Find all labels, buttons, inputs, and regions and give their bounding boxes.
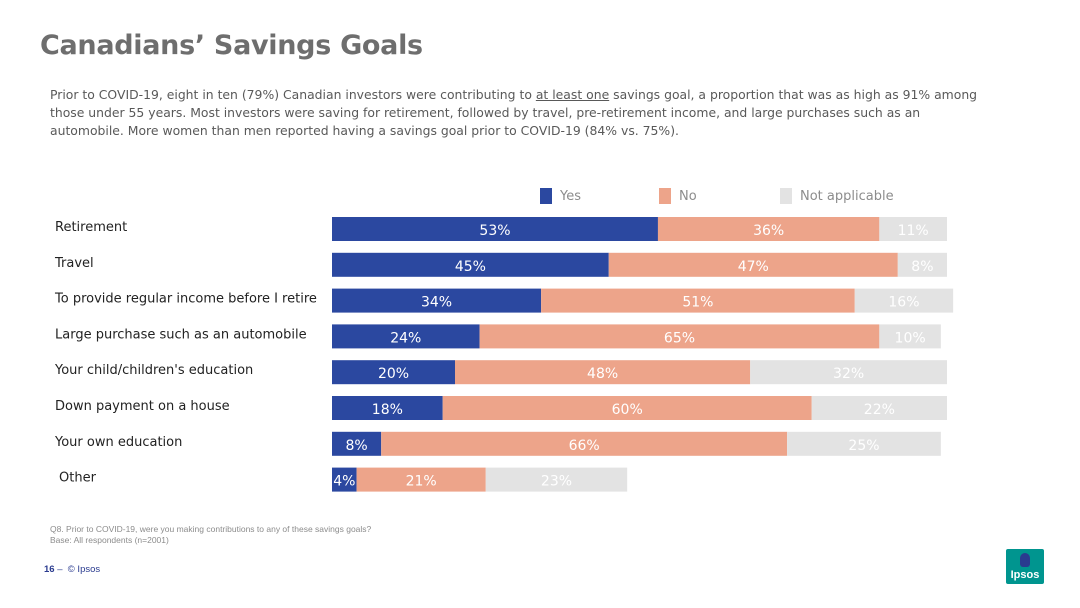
bar-not-applicable-retirement: [879, 217, 947, 241]
footnote-base: Base: All respondents (n=2001): [50, 535, 169, 545]
value-label-no-other: 21%: [406, 474, 437, 490]
page-number: 16: [44, 564, 55, 575]
category-label-to-provide-regular-income-before-i-retire: To provide regular income before I retir…: [54, 292, 317, 307]
value-label-not-applicable-retirement: 11%: [898, 223, 929, 239]
bar-yes-large-purchase-such-as-an-automobile: [332, 324, 480, 349]
category-label-your-own-education: Your own education: [54, 435, 182, 450]
bar-no-down-payment-on-a-house: [442, 396, 812, 420]
logo-mark-icon: [1020, 553, 1030, 567]
bar-no-your-own-education: [381, 431, 788, 456]
value-label-not-applicable-your-child-children-s-education: 32%: [833, 366, 864, 382]
bar-not-applicable-down-payment-on-a-house: [811, 396, 947, 420]
value-label-yes-down-payment-on-a-house: 18%: [372, 402, 403, 418]
legend-label-not-applicable: Not applicable: [800, 188, 894, 204]
legend-item-no: No: [659, 188, 697, 204]
bar-not-applicable-travel: [897, 252, 947, 277]
value-label-yes-other: 4%: [333, 474, 355, 490]
legend-label-no: No: [679, 188, 697, 204]
footer-copyright: © Ipsos: [67, 564, 101, 575]
intro-text-start: Prior to COVID-19, eight in ten (79%) Ca…: [50, 87, 536, 102]
value-label-no-to-provide-regular-income-before-i-retire: 51%: [682, 295, 713, 311]
category-label-other: Other: [59, 471, 97, 486]
value-label-no-your-own-education: 66%: [569, 438, 600, 454]
value-label-yes-travel: 45%: [455, 259, 486, 275]
footer-separator: –: [57, 564, 63, 575]
bar-yes-travel: [332, 252, 609, 277]
bar-not-applicable-other: [485, 467, 628, 492]
bar-no-travel: [608, 252, 898, 277]
bar-yes-other: [332, 467, 357, 492]
legend-label-yes: Yes: [560, 188, 581, 204]
value-label-not-applicable-your-own-education: 25%: [848, 438, 879, 454]
value-label-no-large-purchase-such-as-an-automobile: 65%: [664, 330, 695, 346]
value-label-not-applicable-large-purchase-such-as-an-automobile: 10%: [895, 330, 926, 346]
category-label-large-purchase-such-as-an-automobile: Large purchase such as an automobile: [55, 327, 307, 342]
value-label-not-applicable-to-provide-regular-income-before-i-retire: 16%: [888, 295, 919, 311]
chart-legend: Yes No Not applicable: [0, 188, 1080, 208]
bar-no-retirement: [657, 217, 880, 241]
logo-text: Ipsos: [1010, 569, 1040, 581]
legend-swatch-yes: [540, 188, 552, 204]
bar-not-applicable-your-child-children-s-education: [750, 360, 947, 385]
value-label-no-down-payment-on-a-house: 60%: [612, 402, 643, 418]
value-label-no-travel: 47%: [738, 259, 769, 275]
ipsos-logo: Ipsos: [1006, 549, 1044, 584]
bar-yes-retirement: [332, 217, 658, 241]
intro-paragraph: Prior to COVID-19, eight in ten (79%) Ca…: [50, 86, 980, 140]
bar-no-other: [356, 467, 486, 492]
value-label-yes-your-child-children-s-education: 20%: [378, 366, 409, 382]
legend-item-yes: Yes: [540, 188, 581, 204]
value-label-no-your-child-children-s-education: 48%: [587, 366, 618, 382]
value-label-yes-large-purchase-such-as-an-automobile: 24%: [390, 330, 421, 346]
category-label-retirement: Retirement: [55, 220, 127, 235]
bar-not-applicable-large-purchase-such-as-an-automobile: [879, 324, 941, 349]
legend-swatch-no: [659, 188, 671, 204]
legend-item-not-applicable: Not applicable: [780, 188, 894, 204]
page-title: Canadians’ Savings Goals: [40, 30, 423, 61]
bar-yes-your-own-education: [332, 431, 382, 456]
bar-not-applicable-your-own-education: [787, 431, 941, 456]
bar-no-large-purchase-such-as-an-automobile: [479, 324, 880, 349]
intro-text-end: savings goal, a proportion that was as h…: [50, 87, 978, 138]
bar-no-to-provide-regular-income-before-i-retire: [541, 288, 855, 313]
category-label-travel: Travel: [54, 256, 94, 271]
legend-swatch-not-applicable: [780, 188, 792, 204]
bar-yes-to-provide-regular-income-before-i-retire: [332, 288, 542, 313]
value-label-no-retirement: 36%: [753, 223, 784, 239]
page-footer: 16 – © Ipsos: [44, 564, 100, 575]
footnote: Q8. Prior to COVID-19, were you making c…: [50, 524, 371, 546]
value-label-yes-retirement: 53%: [479, 223, 510, 239]
footnote-question: Q8. Prior to COVID-19, were you making c…: [50, 524, 372, 534]
bar-no-your-child-children-s-education: [455, 360, 751, 385]
value-label-not-applicable-other: 23%: [541, 474, 572, 490]
value-label-yes-to-provide-regular-income-before-i-retire: 34%: [421, 295, 452, 311]
value-label-yes-your-own-education: 8%: [345, 438, 367, 454]
bar-not-applicable-to-provide-regular-income-before-i-retire: [854, 288, 954, 313]
intro-text-underlined: at least one: [535, 87, 610, 102]
category-label-your-child-children-s-education: Your child/children's education: [54, 363, 253, 378]
value-label-not-applicable-down-payment-on-a-house: 22%: [864, 402, 895, 418]
value-label-not-applicable-travel: 8%: [911, 259, 933, 275]
category-label-down-payment-on-a-house: Down payment on a house: [55, 399, 230, 414]
bar-yes-your-child-children-s-education: [332, 360, 455, 385]
bar-yes-down-payment-on-a-house: [332, 396, 443, 420]
